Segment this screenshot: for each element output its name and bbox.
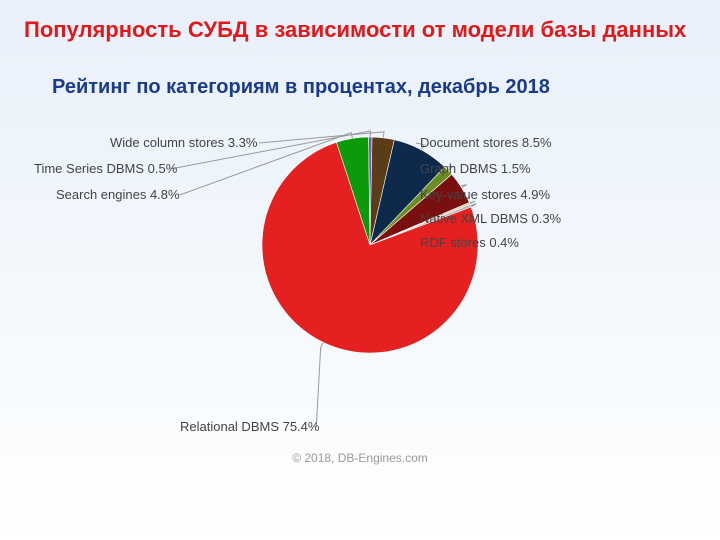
pie-label-graph: Graph DBMS 1.5% — [420, 161, 531, 176]
pie-chart: Document stores 8.5% Graph DBMS 1.5% Key-v… — [0, 99, 720, 479]
chart-subtitle: Рейтинг по категориям в процентах, декаб… — [0, 48, 720, 99]
pie-label-wcs: Wide column stores 3.3% — [110, 135, 257, 150]
pie-label-xml: Native XML DBMS 0.3% — [420, 211, 561, 226]
pie-label-ts: Time Series DBMS 0.5% — [34, 161, 177, 176]
pie-label-doc: Document stores 8.5% — [420, 135, 552, 150]
pie-label-kv: Key-value stores 4.9% — [420, 187, 550, 202]
page-title: Популярность СУБД в зависимости от модел… — [0, 0, 720, 48]
copyright-text: © 2018, DB-Engines.com — [0, 451, 720, 465]
pie-label-se: Search engines 4.8% — [56, 187, 180, 202]
pie-label-rel: Relational DBMS 75.4% — [180, 419, 319, 434]
pie-label-rdf: RDF stores 0.4% — [420, 235, 519, 250]
